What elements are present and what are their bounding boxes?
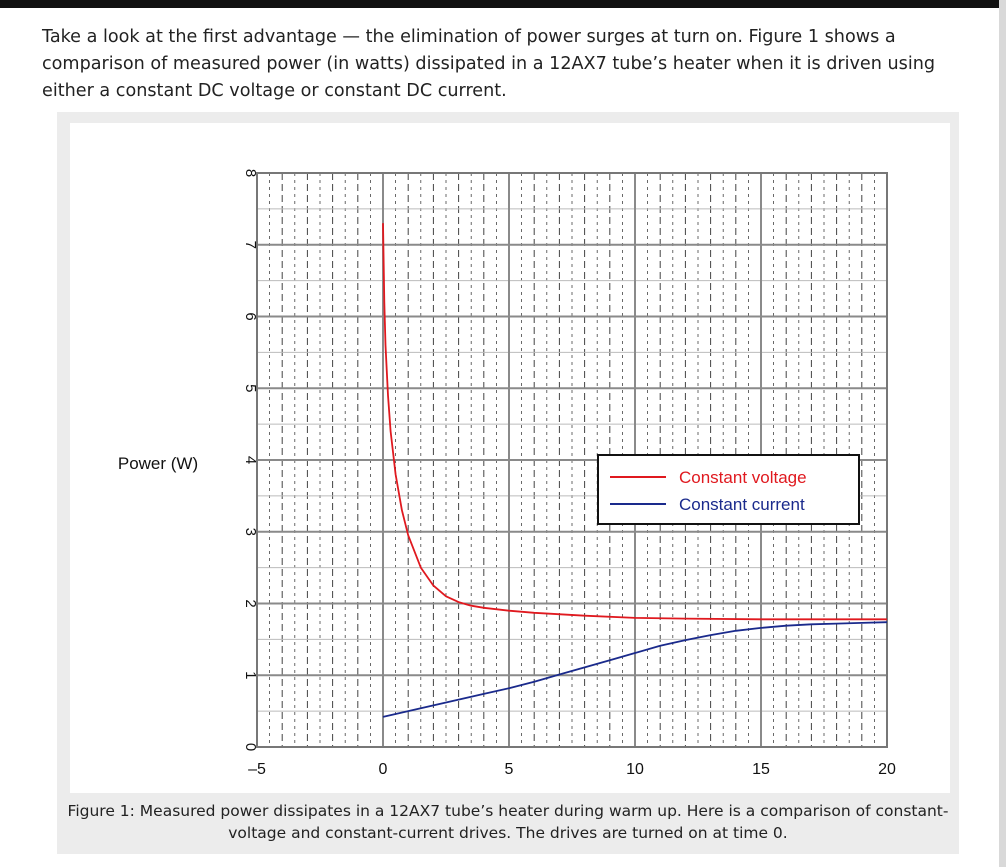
legend-label: Constant current: [679, 495, 805, 514]
y-tick-label: 7: [242, 241, 259, 249]
figure-caption: Figure 1: Measured power dissipates in a…: [67, 802, 949, 842]
x-tick-label: 5: [505, 761, 514, 778]
y-tick-label: 8: [242, 169, 259, 177]
y-tick-label: 5: [242, 384, 259, 392]
y-tick-label: 1: [242, 671, 259, 679]
y-tick-label: 4: [242, 456, 259, 464]
intro-paragraph: Take a look at the first advantage — the…: [42, 26, 936, 101]
x-tick-label: –5: [248, 761, 266, 778]
y-tick-label: 6: [242, 312, 259, 320]
y-tick-label: 0: [242, 743, 259, 751]
plot-frame: [256, 172, 888, 748]
top-bar: [0, 0, 1006, 8]
y-tick-label: 2: [242, 599, 259, 607]
chart-area: 0 1 2 3 4 5 6 7 8 –5 0 5 10 15 20 Power (W) Constant vol…: [70, 123, 950, 793]
x-tick-label: 0: [379, 761, 388, 778]
legend-label: Constant voltage: [679, 468, 807, 487]
legend-box: [597, 454, 860, 525]
series-line-constant-voltage: [382, 223, 887, 621]
scrollbar[interactable]: [999, 0, 1006, 867]
x-tick-label: 20: [878, 761, 896, 778]
y-tick-label: 3: [242, 528, 259, 536]
x-tick-label: 15: [752, 761, 770, 778]
x-tick-label: 10: [626, 761, 644, 778]
series-line-constant-current: [382, 621, 888, 718]
power-chart: 0 1 2 3 4 5 6 7 8 –5 0 5 10 15 20 Power (W) Constant vol…: [118, 169, 896, 778]
y-axis-label: Power (W): [118, 454, 198, 473]
